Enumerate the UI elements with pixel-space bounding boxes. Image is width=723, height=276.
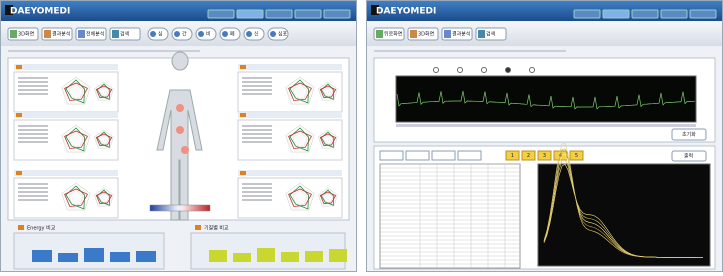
toolbar-label: 결과분석 [452,31,470,38]
comparison-block [257,248,275,262]
comparison-block [233,253,251,262]
page-tab-label: 2 [527,153,530,159]
organ-label: 심포 [278,31,288,38]
page: {"left_window": {"logo": "DAEYOMEDI", "t… [0,0,723,272]
toolbar-icon [78,30,85,38]
page-tab-label: 5 [575,153,578,159]
nav-tab[interactable] [324,10,350,18]
nav-tab[interactable] [690,10,716,18]
color-scale [150,205,210,211]
nav-tab[interactable] [603,10,629,18]
comparison-block [32,250,52,262]
organ-icon [174,31,180,37]
toolbar-icon [112,30,119,38]
toolbar-label: 검색 [486,31,496,38]
reset-label: 초기화 [682,131,696,138]
toolbar-icon [444,30,451,38]
comparison-block [110,252,130,262]
section-title: 기질별 비교 [204,225,229,232]
nav-tab[interactable] [661,10,687,18]
comparison-block [58,253,78,262]
organ-label: 비 [206,31,211,38]
card-header [238,64,342,70]
print-label: 출력 [684,153,693,160]
toolbar-icon [10,30,17,38]
nav-tab[interactable] [632,10,658,18]
signal-option[interactable] [530,68,535,73]
nav-tab[interactable] [295,10,321,18]
signal-option[interactable] [482,68,487,73]
section-badge [195,225,201,230]
comparison-block [281,252,299,262]
card-badge [16,113,22,117]
organ-marker [176,104,184,112]
view-tab[interactable] [432,151,455,160]
organ-icon [222,31,228,37]
card-header [14,64,118,70]
comparison-block [136,251,156,262]
toolbar-label: 전체분석 [86,31,104,38]
card-badge [240,65,246,69]
section-badge [18,225,24,230]
card-header [14,170,118,176]
screenshot: DAEYOMEDI 3D화면 결과분석 전체분석 검색 심 간 비 폐 신 심포 Energy 비교 기… [0,0,723,272]
nav-tab[interactable] [237,10,263,18]
organ-marker [181,146,189,154]
view-tab[interactable] [458,151,481,160]
comparison-block [329,249,347,262]
toolbar-icon [410,30,417,38]
toolbar-label: 검색 [120,31,130,38]
card-badge [16,65,22,69]
toolbar-label: 결과분석 [52,31,70,38]
organ-icon [270,31,276,37]
nav-tab[interactable] [208,10,234,18]
toolbar-label: 3D화면 [418,31,435,38]
logo: DAEYOMEDI [376,7,436,17]
card-header [14,112,118,118]
nav-tab[interactable] [266,10,292,18]
comparison-block [305,251,323,262]
card-header [238,170,342,176]
organ-icon [198,31,204,37]
organ-marker [176,126,184,134]
signal-option[interactable] [434,68,439,73]
toolbar-icon [44,30,51,38]
card-badge [16,171,22,175]
logo: DAEYOMEDI [10,7,70,17]
organ-label: 신 [254,31,259,38]
organ-label: 간 [182,31,187,38]
organ-icon [246,31,252,37]
view-tab[interactable] [380,151,403,160]
section-title: Energy 비교 [27,225,56,232]
organ-label: 심 [158,31,163,38]
view-tab[interactable] [406,151,429,160]
comparison-block [84,248,104,262]
card-badge [240,113,246,117]
toolbar-icon [478,30,485,38]
scroll-bar [396,124,696,127]
organ-icon [150,31,156,37]
toolbar-label: 뒤로화면 [384,31,403,38]
toolbar-icon [376,30,383,38]
organ-label: 폐 [230,31,235,38]
signal-option[interactable] [506,68,511,73]
ecg-plot [396,76,696,122]
page-tab-label: 1 [511,153,514,159]
nav-tab[interactable] [574,10,600,18]
signal-option[interactable] [458,68,463,73]
page-tab-label: 3 [543,153,546,159]
toolbar-label: 3D화면 [18,31,35,38]
card-header [238,112,342,118]
comparison-block [209,250,227,262]
card-badge [240,171,246,175]
